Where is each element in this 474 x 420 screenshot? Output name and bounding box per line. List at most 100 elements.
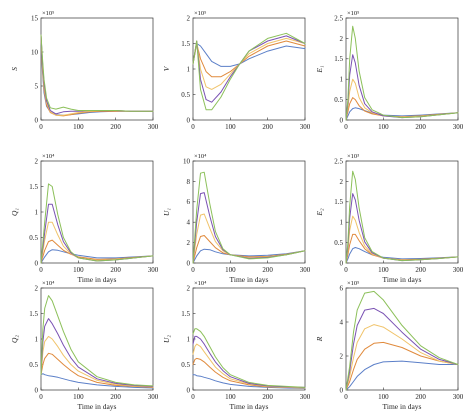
plot-frame — [40, 160, 154, 264]
y-axis-label: E₂ — [315, 208, 324, 217]
series-line-green — [192, 32, 306, 111]
y-tick-label: 0 — [340, 116, 344, 124]
x-tick-label: 0 — [344, 393, 348, 401]
y-tick-label: 0.5 — [181, 361, 190, 369]
y-tick-label: 0 — [340, 386, 344, 394]
y-tick-label: 0 — [35, 259, 39, 267]
series-line-purple — [345, 307, 459, 391]
subplot-3: 0 100 200 300 0 0.5 1 1.5 2 2.5 ×10⁵ E₁ — [315, 10, 464, 131]
axis-scale-factor: ×10³ — [347, 153, 359, 160]
y-axis-label: U₂ — [162, 335, 171, 343]
plot-frame — [192, 160, 306, 264]
axis-scale-factor: ×10⁴ — [194, 280, 207, 287]
y-axis-label: V — [162, 65, 171, 71]
x-tick-label: 0 — [344, 123, 348, 131]
x-tick-label: 100 — [73, 123, 84, 131]
y-tick-label: 0.5 — [29, 361, 38, 369]
x-axis-label: Time in days — [78, 275, 117, 284]
plot-frame — [40, 287, 154, 391]
series-line-yellow — [40, 335, 154, 388]
y-axis-label: Q₁ — [10, 208, 19, 216]
y-tick-label: 1.5 — [181, 310, 190, 318]
axis-scale-factor: ×10⁵ — [194, 10, 206, 17]
x-tick-label: 0 — [39, 393, 43, 401]
x-tick-label: 100 — [73, 266, 84, 274]
series-line-orange — [40, 352, 154, 388]
plot-frame — [192, 17, 306, 121]
x-tick-label: 100 — [378, 393, 389, 401]
x-tick-label: 300 — [453, 123, 464, 131]
y-tick-label: 1.5 — [334, 55, 343, 63]
y-axis-label: U₁ — [162, 208, 171, 216]
x-tick-label: 200 — [415, 123, 426, 131]
axis-scale-factor: ×10⁴ — [194, 153, 207, 160]
series-line-purple — [192, 35, 306, 103]
y-tick-label: 0.5 — [181, 91, 190, 99]
series-line-green — [192, 328, 306, 388]
y-tick-label: 2 — [35, 157, 39, 165]
y-tick-label: 0.5 — [29, 234, 38, 242]
y-tick-label: 0 — [187, 259, 191, 267]
y-tick-label: 10 — [183, 157, 191, 165]
x-axis-label: Time in days — [78, 402, 117, 411]
subplot-2: 0 100 200 300 0 0.5 1 1.5 2×10⁵ V — [162, 10, 311, 131]
series-line-blue — [345, 360, 459, 391]
y-tick-label: 1 — [187, 65, 191, 73]
series-line-green — [345, 170, 459, 264]
y-tick-label: 15 — [31, 14, 39, 22]
x-tick-label: 100 — [73, 393, 84, 401]
x-tick-label: 100 — [225, 266, 236, 274]
series-line-green — [345, 290, 459, 391]
y-tick-label: 2 — [35, 284, 39, 292]
y-tick-label: 4 — [187, 219, 191, 227]
x-tick-label: 200 — [262, 123, 273, 131]
plot-frame — [345, 160, 459, 264]
y-tick-label: 2.5 — [334, 157, 343, 165]
y-axis-label: R — [315, 336, 324, 342]
y-tick-label: 0.5 — [334, 96, 343, 104]
plot-frame — [192, 287, 306, 391]
x-tick-label: 200 — [110, 123, 121, 131]
x-tick-label: 200 — [110, 393, 121, 401]
y-axis-label: S — [10, 67, 19, 71]
x-tick-label: 100 — [225, 123, 236, 131]
x-tick-label: 100 — [225, 393, 236, 401]
x-tick-label: 300 — [453, 266, 464, 274]
y-tick-label: 1 — [35, 335, 39, 343]
y-tick-label: 2 — [187, 239, 191, 247]
series-line-purple — [40, 318, 154, 387]
y-tick-label: 6 — [187, 198, 191, 206]
x-tick-label: 200 — [110, 266, 121, 274]
y-tick-label: 10 — [31, 48, 39, 56]
x-tick-label: 300 — [300, 123, 311, 131]
series-line-green — [40, 34, 154, 112]
y-axis-label: Q₂ — [10, 335, 19, 343]
x-tick-label: 0 — [39, 123, 43, 131]
y-tick-label: 2 — [187, 14, 191, 22]
y-tick-label: 0 — [35, 116, 39, 124]
x-tick-label: 100 — [378, 266, 389, 274]
y-tick-label: 1 — [35, 208, 39, 216]
y-tick-label: 2 — [187, 284, 191, 292]
x-tick-label: 200 — [262, 393, 273, 401]
y-tick-label: 5 — [35, 82, 39, 90]
y-tick-label: 0 — [35, 386, 39, 394]
x-axis-label: Time in days — [230, 275, 269, 284]
y-tick-label: 1.5 — [334, 198, 343, 206]
y-tick-label: 0 — [187, 386, 191, 394]
subplot-8: 0 100 200 300 0 0.5 1 1.5 2×10⁴ U₂ Time in days — [162, 280, 311, 411]
y-tick-label: 1.5 — [29, 183, 38, 191]
y-tick-label: 2 — [340, 178, 344, 186]
y-tick-label: 2.5 — [334, 14, 343, 22]
subplot-1: 0 100 200 300 0 5 10 15×10⁵ S — [10, 10, 159, 131]
series-line-blue — [192, 43, 306, 67]
x-tick-label: 0 — [191, 123, 195, 131]
series-line-green — [192, 171, 306, 264]
y-tick-label: 0 — [187, 116, 191, 124]
x-axis-label: Time in days — [383, 402, 422, 411]
y-axis-label: E₁ — [315, 65, 324, 74]
plot-frame — [345, 17, 459, 121]
